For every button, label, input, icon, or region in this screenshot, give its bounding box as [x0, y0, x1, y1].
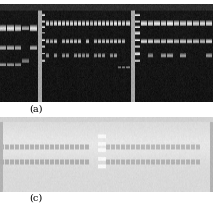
Text: (c): (c) — [30, 194, 43, 203]
Text: (a): (a) — [29, 104, 43, 113]
